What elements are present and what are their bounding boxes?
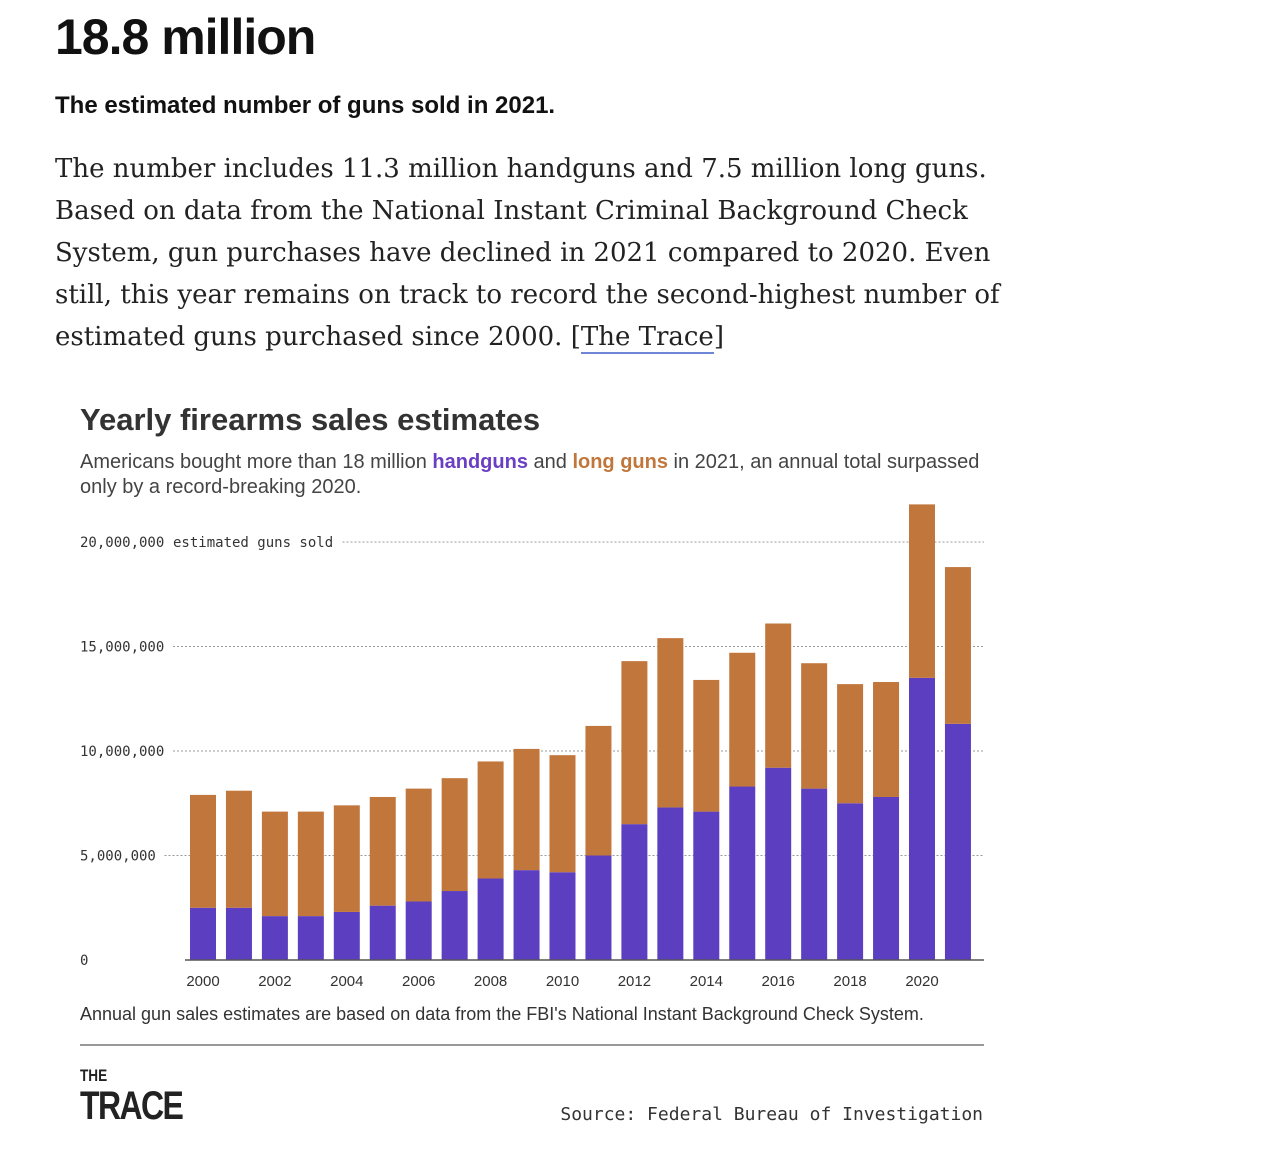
footer-divider — [80, 1044, 984, 1046]
bar-handguns-2007 — [441, 891, 468, 960]
bar-long-guns-2002 — [261, 811, 288, 917]
bar-long-guns-2021 — [944, 567, 971, 724]
bar-long-guns-2019 — [873, 682, 900, 797]
bar-handguns-2018 — [837, 803, 864, 960]
bar-long-guns-2009 — [513, 748, 540, 871]
bar-handguns-2003 — [297, 916, 324, 960]
bar-long-guns-2012 — [621, 661, 648, 825]
subtitle-text-end: in 2021, an annual total surpassed only … — [80, 451, 980, 498]
bar-chart: 0 5,000,000 10,000,000 15,000,000 20,000,000… — [80, 504, 984, 990]
x-tick-label: 2014 — [690, 973, 723, 990]
bar-long-guns-2018 — [837, 684, 864, 804]
chart-footnote: Annual gun sales estimates are based on … — [80, 1004, 924, 1024]
bar-long-guns-2000 — [190, 794, 216, 908]
x-tick-label: 2000 — [186, 973, 219, 990]
y-tick-label: 20,000,000 — [80, 535, 164, 551]
bar-long-guns-2016 — [765, 623, 792, 768]
chart-title: Yearly firearms sales estimates — [80, 402, 541, 437]
chart-subtitle: Americans bought more than 18 million ha… — [80, 450, 980, 500]
bar-handguns-2020 — [909, 677, 935, 960]
bar-handguns-2015 — [729, 786, 756, 960]
bar-handguns-2008 — [477, 878, 504, 960]
x-tick-label: 2012 — [618, 973, 651, 990]
bar-long-guns-2017 — [801, 663, 828, 789]
x-tick-label: 2002 — [258, 973, 291, 990]
x-tick-label: 2006 — [402, 973, 435, 990]
bar-handguns-2000 — [190, 907, 216, 960]
bar-handguns-2010 — [549, 872, 576, 960]
bar-long-guns-2007 — [441, 778, 468, 892]
bar-long-guns-2005 — [369, 796, 396, 906]
long-guns-legend-label: long guns — [572, 451, 668, 473]
the-trace-link[interactable]: The Trace — [580, 322, 714, 354]
bar-long-guns-2001 — [225, 790, 252, 908]
x-tick-label: 2020 — [905, 973, 938, 990]
bar-long-guns-2004 — [333, 805, 360, 912]
subtitle-text: Americans bought more than 18 million — [80, 451, 433, 473]
y-tick-label: 5,000,000 — [80, 849, 156, 865]
x-tick-label: 2010 — [546, 973, 579, 990]
body-text: The number includes 11.3 million handgun… — [55, 154, 1000, 352]
x-tick-label: 2004 — [330, 973, 363, 990]
bar-handguns-2017 — [801, 788, 828, 960]
body-text-suffix: ] — [713, 322, 724, 352]
bar-handguns-2013 — [657, 807, 684, 960]
bar-long-guns-2011 — [585, 725, 612, 856]
bar-long-guns-2003 — [297, 811, 324, 917]
headline-stat: 18.8 million — [55, 9, 316, 65]
y-tick-label: 15,000,000 — [80, 640, 164, 656]
bar-handguns-2002 — [261, 916, 288, 960]
bar-handguns-2001 — [225, 907, 252, 960]
the-trace-logo: THE TRACE — [80, 1067, 208, 1126]
bar-handguns-2012 — [621, 824, 648, 960]
body-paragraph: The number includes 11.3 million handgun… — [55, 148, 1035, 358]
bar-handguns-2004 — [333, 911, 360, 960]
bar-handguns-2019 — [873, 796, 900, 960]
bar-handguns-2005 — [369, 905, 396, 960]
logo-the: THE — [80, 1066, 108, 1085]
y-tick-label: 0 — [80, 953, 88, 969]
x-tick-label: 2018 — [833, 973, 866, 990]
x-tick-label: 2016 — [762, 973, 795, 990]
bar-long-guns-2015 — [729, 652, 756, 787]
handguns-legend-label: handguns — [432, 451, 528, 473]
headline-subtitle: The estimated number of guns sold in 202… — [55, 92, 556, 119]
logo-trace: TRACE — [80, 1084, 184, 1128]
bar-handguns-2006 — [405, 901, 432, 960]
bar-handguns-2014 — [693, 811, 720, 960]
bar-long-guns-2020 — [909, 504, 935, 678]
bar-long-guns-2008 — [477, 761, 504, 879]
subtitle-text-mid: and — [527, 451, 573, 473]
y-tick-label: 10,000,000 — [80, 744, 164, 760]
bar-long-guns-2006 — [405, 788, 432, 902]
x-tick-label: 2008 — [474, 973, 507, 990]
y-axis-unit-label: estimated guns sold — [173, 535, 333, 551]
bar-handguns-2021 — [944, 723, 971, 960]
bar-long-guns-2010 — [549, 755, 576, 873]
source-credit: Source: Federal Bureau of Investigation — [560, 1104, 983, 1125]
axes: 0 5,000,000 10,000,000 15,000,000 20,000,000… — [80, 535, 984, 990]
bars — [190, 504, 971, 960]
bar-handguns-2009 — [513, 870, 540, 960]
bar-handguns-2011 — [585, 855, 612, 960]
bar-handguns-2016 — [765, 767, 792, 960]
bar-long-guns-2014 — [693, 679, 720, 812]
bar-long-guns-2013 — [657, 638, 684, 808]
